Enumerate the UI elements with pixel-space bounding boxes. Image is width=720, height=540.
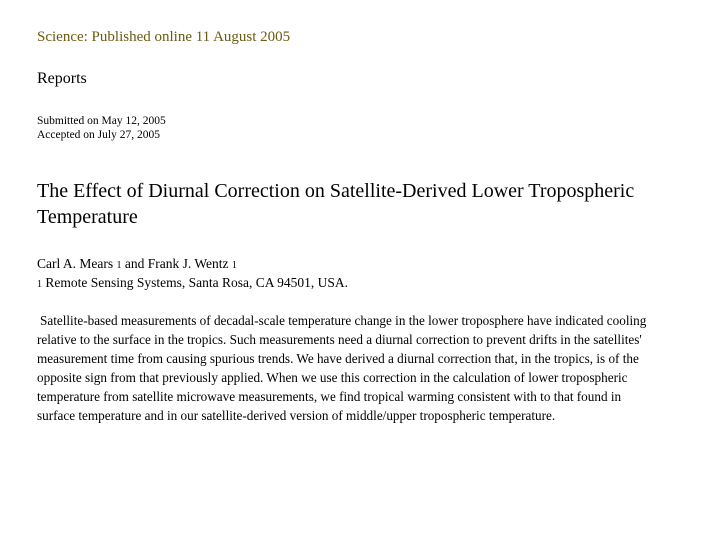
author-list: Carl A. Mears 1 and Frank J. Wentz 1	[37, 254, 237, 275]
affiliation-mark: 1	[37, 279, 42, 290]
submission-dates: Submitted on May 12, 2005 Accepted on Ju…	[37, 114, 166, 142]
author-name: Carl A. Mears	[37, 256, 114, 271]
abstract: Satellite-based measurements of decadal-…	[37, 313, 647, 423]
section-label: Reports	[37, 70, 87, 87]
author-affiliation-mark: 1	[231, 260, 237, 271]
accepted-date: Accepted on July 27, 2005	[37, 129, 160, 141]
author-joiner: and	[124, 256, 145, 271]
submitted-date: Submitted on May 12, 2005	[37, 115, 166, 127]
journal-publication-line: Science: Published online 11 August 2005	[37, 29, 291, 45]
affiliation: 1 Remote Sensing Systems, Santa Rosa, CA…	[37, 273, 348, 294]
article-title: The Effect of Diurnal Correction on Sate…	[37, 180, 635, 228]
affiliation-text: Remote Sensing Systems, Santa Rosa, CA 9…	[45, 275, 349, 290]
author-affiliation-mark: 1	[116, 260, 122, 271]
author-name: Frank J. Wentz	[147, 256, 229, 271]
